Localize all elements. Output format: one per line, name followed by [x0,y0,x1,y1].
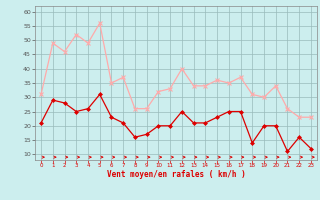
X-axis label: Vent moyen/en rafales ( km/h ): Vent moyen/en rafales ( km/h ) [107,170,245,179]
